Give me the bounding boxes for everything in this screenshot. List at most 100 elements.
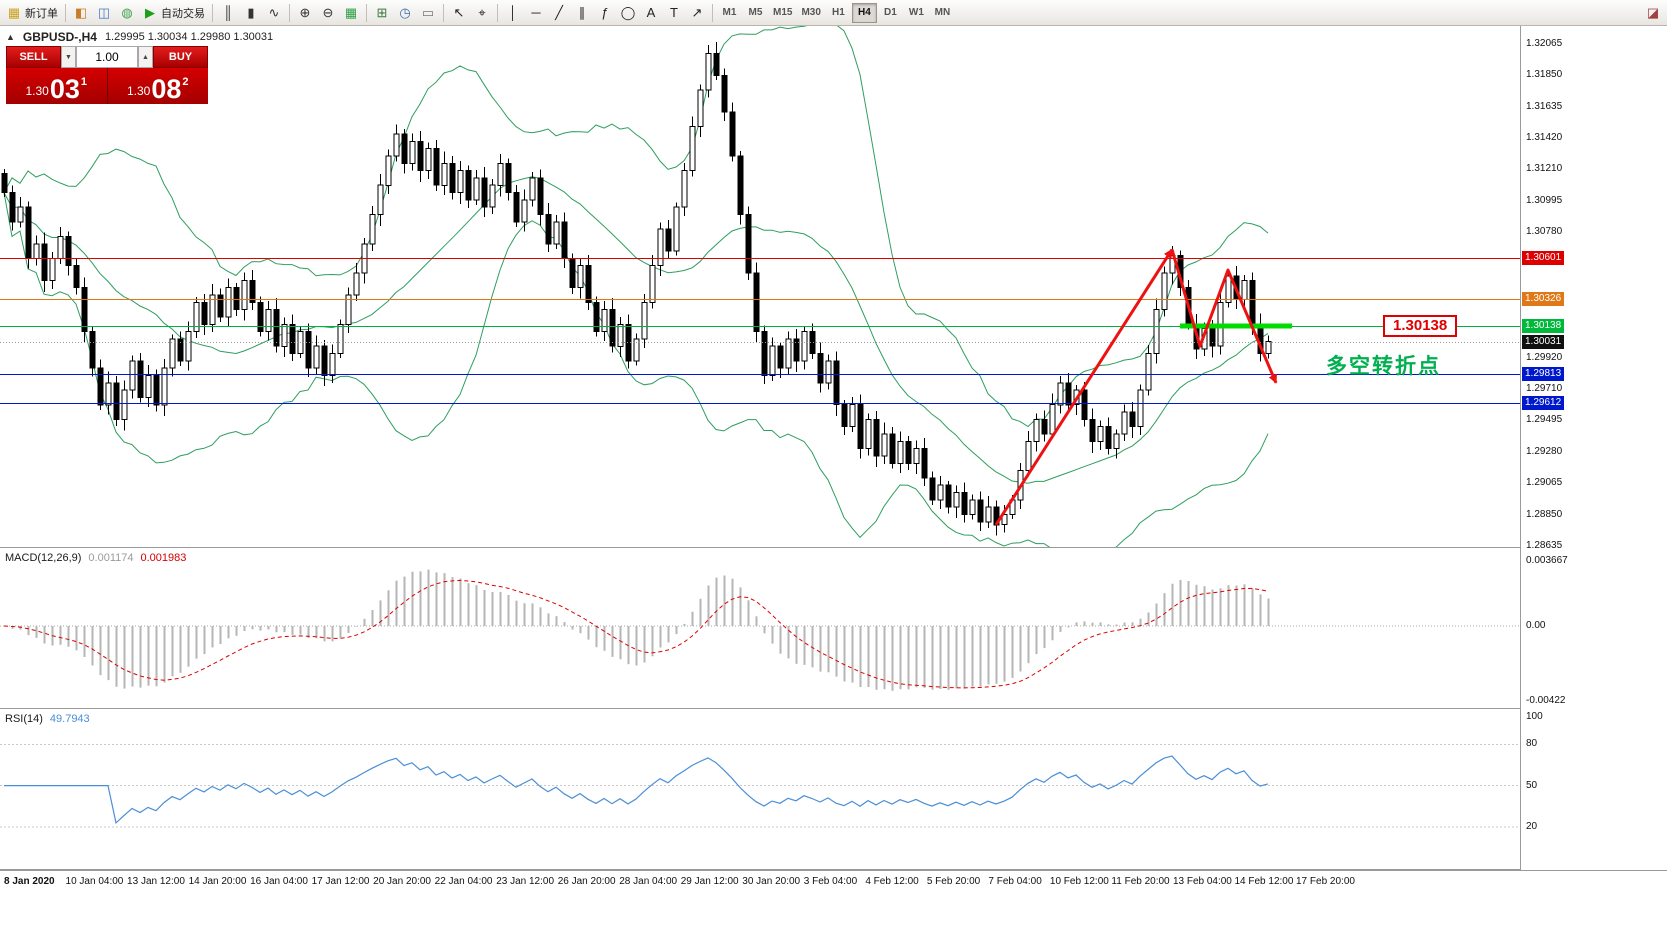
toolbar-separator (712, 3, 713, 22)
timeframe-mn-button[interactable]: MN (930, 3, 955, 23)
templates-button[interactable]: ▭ (417, 2, 439, 24)
new-chart-button[interactable]: ⊞ (371, 2, 393, 24)
timeframe-h1-button[interactable]: H1 (826, 3, 851, 23)
price-axis-label: 1.31635 (1526, 100, 1563, 112)
auto-trading-button-label: 自动交易 (161, 7, 205, 20)
sell-price-big: 03 (49, 74, 80, 104)
time-axis-label: 17 Jan 12:00 (311, 876, 370, 887)
price-axis-label: 1.31850 (1526, 69, 1563, 81)
price-axis-label: 1.28635 (1526, 539, 1563, 551)
time-axis-label: 10 Feb 12:00 (1049, 876, 1109, 887)
vertical-line-button[interactable]: │ (502, 2, 524, 24)
trend-arrow[interactable] (994, 248, 1174, 526)
indicators-button[interactable]: ◷ (394, 2, 416, 24)
sell-price-display[interactable]: 1.30 03 1 (6, 68, 107, 104)
time-axis-label: 16 Jan 04:00 (250, 876, 308, 887)
bar-chart-button[interactable]: ║ (217, 2, 239, 24)
panel-separator[interactable] (0, 708, 1580, 709)
price-axis-label: 1.29920 (1526, 351, 1563, 363)
rsi-line (4, 755, 1269, 825)
globe-icon: ◍ (121, 4, 133, 20)
macd-axis-label: -0.00422 (1526, 694, 1566, 706)
buy-price-display[interactable]: 1.30 08 2 (106, 68, 208, 104)
price-axis-label: 1.29495 (1526, 414, 1563, 426)
price-level-tag: 1.30138 (1522, 319, 1565, 333)
templates-icon: ▭ (421, 4, 435, 20)
volume-input[interactable] (76, 46, 138, 68)
price-chart-canvas[interactable] (0, 26, 1520, 547)
panel-separator[interactable] (0, 869, 1580, 870)
candlestick-chart-button[interactable]: ▮ (240, 2, 262, 24)
chart-window-button[interactable]: ◧ (70, 2, 92, 24)
tile-windows-button[interactable]: ▦ (340, 2, 362, 24)
time-axis-label: 10 Jan 04:00 (65, 876, 124, 887)
price-axis-label: 1.31210 (1526, 163, 1563, 175)
volume-down-button[interactable]: ▼ (61, 46, 76, 68)
rsi-panel[interactable] (0, 710, 1520, 868)
rsi-axis-label: 20 (1526, 820, 1538, 832)
candlestick-icon: ▮ (247, 4, 255, 20)
time-axis-label: 13 Jan 12:00 (127, 876, 185, 887)
price-axis-label: 1.30780 (1526, 226, 1563, 238)
volume-up-button[interactable]: ▲ (138, 46, 153, 68)
text-icon: A (646, 4, 656, 20)
time-axis-label: 17 Feb 20:00 (1296, 876, 1355, 887)
panel-separator[interactable] (0, 547, 1580, 548)
cursor-button[interactable]: ↖ (448, 2, 470, 24)
macd-panel[interactable] (0, 549, 1520, 707)
arrows-button[interactable]: ↗ (686, 2, 708, 24)
rsi-axis-label: 50 (1526, 779, 1538, 791)
toolbar-separator (366, 3, 367, 22)
sounds-button[interactable]: ◍ (116, 2, 138, 24)
main-toolbar: ▦ 新订单 ◧ ◫ ◍ ▶ 自动交易 ║ ▮ ∿ ⊕ ⊖ ▦ ⊞ ◷ ▭ ↖ ⌖ │ ─ ╱ ∥ ƒ ◯ A T ↗ M1 M5 M15 M… (0, 0, 1667, 26)
timeframe-m15-button[interactable]: M15 (769, 3, 796, 23)
price-axis: 1.32065 1.31850 1.31635 1.31420 1.31210 1.309… (1520, 26, 1667, 870)
horizontal-line-button[interactable]: ─ (525, 2, 547, 24)
timeframe-m5-button[interactable]: M5 (743, 3, 768, 23)
zoom-in-icon: ⊕ (299, 4, 311, 20)
timeframe-m1-button[interactable]: M1 (717, 3, 742, 23)
price-annotation-label[interactable]: 1.30138 (1383, 315, 1458, 337)
auto-trading-button[interactable]: ▶ 自动交易 (139, 2, 208, 24)
line-chart-button[interactable]: ∿ (263, 2, 285, 24)
channel-icon: ∥ (578, 4, 586, 20)
new-order-button[interactable]: ▦ 新订单 (3, 2, 61, 24)
time-axis-label: 30 Jan 20:00 (742, 876, 801, 887)
fibonacci-button[interactable]: ƒ (594, 2, 616, 24)
profile-button[interactable]: ◫ (93, 2, 115, 24)
one-click-panel-toggle[interactable]: ▲ (6, 32, 15, 42)
time-axis-label: 23 Jan 12:00 (496, 876, 555, 887)
buy-price-prefix: 1.30 (126, 84, 151, 98)
timeframe-w1-button[interactable]: W1 (904, 3, 929, 23)
timeframe-m30-button[interactable]: M30 (797, 3, 824, 23)
time-axis-label: 29 Jan 12:00 (680, 876, 739, 887)
trendline-button[interactable]: ╱ (548, 2, 570, 24)
label-button[interactable]: T (663, 2, 685, 24)
crosshair-button[interactable]: ⌖ (471, 2, 493, 24)
tile-windows-icon: ▦ (344, 4, 358, 20)
chinese-annotation-text[interactable]: 多空转折点 (1326, 354, 1441, 378)
trendline-icon: ╱ (555, 4, 563, 20)
crosshair-icon: ⌖ (478, 4, 486, 20)
rsi-value: 49.7943 (49, 713, 90, 725)
macd-signal-value: 0.001983 (140, 552, 187, 564)
macd-indicator-header: MACD(12,26,9) 0.001174 0.001983 (5, 552, 186, 564)
channel-button[interactable]: ∥ (571, 2, 593, 24)
timeframe-h4-button[interactable]: H4 (851, 2, 877, 23)
time-axis-label: 7 Feb 04:00 (988, 876, 1042, 887)
timeframe-d1-button[interactable]: D1 (878, 3, 903, 23)
vertical-line-icon: │ (508, 4, 518, 20)
chart-window-icon: ◧ (74, 4, 88, 20)
toolbar-overflow-button[interactable]: ◪ (1642, 2, 1664, 24)
one-click-trading-panel: SELL ▼ ▲ BUY 1.30 03 1 1.30 08 2 (6, 46, 208, 104)
shapes-button[interactable]: ◯ (617, 2, 639, 24)
price-axis-label: 1.32065 (1526, 38, 1563, 49)
sell-button[interactable]: SELL (6, 46, 61, 68)
zoom-out-button[interactable]: ⊖ (317, 2, 339, 24)
trend-arrow[interactable] (1170, 249, 1278, 384)
time-axis-label: 20 Jan 20:00 (373, 876, 431, 887)
buy-button[interactable]: BUY (153, 46, 208, 68)
text-button[interactable]: A (640, 2, 662, 24)
zoom-in-button[interactable]: ⊕ (294, 2, 316, 24)
